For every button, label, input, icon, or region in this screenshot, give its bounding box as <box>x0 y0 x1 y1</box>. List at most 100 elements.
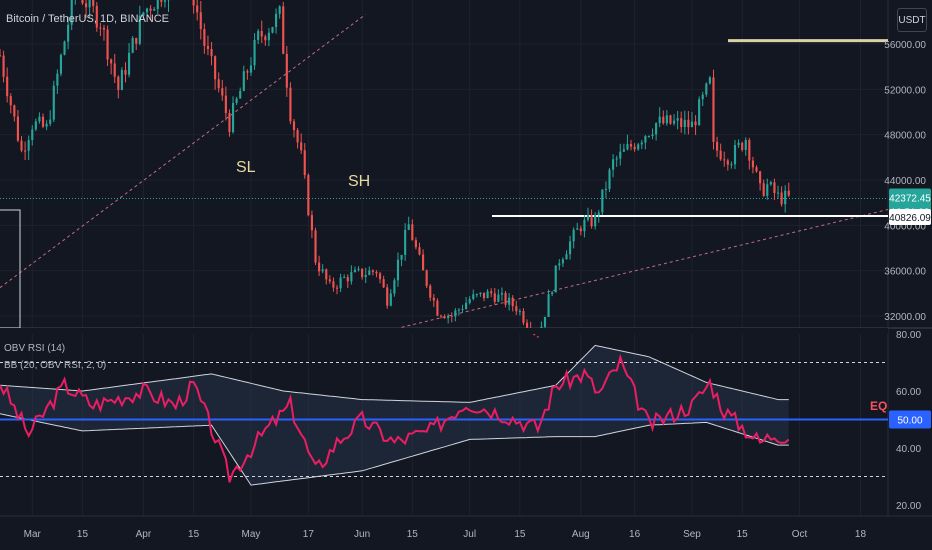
obv-rsi-line <box>0 353 790 483</box>
candle-body <box>289 87 292 122</box>
candle-body <box>95 5 98 28</box>
candle-body <box>500 292 504 295</box>
bb-lower-line <box>0 413 789 486</box>
candle-body <box>737 142 740 146</box>
candle-body <box>267 32 270 41</box>
candle-body <box>163 0 167 2</box>
candle-body <box>497 294 500 302</box>
time-tick-label: Aug <box>572 529 590 540</box>
candle-body <box>780 192 783 205</box>
candle-body <box>120 69 123 90</box>
candle-body <box>741 142 744 150</box>
candle-body <box>658 116 661 124</box>
candle-body <box>421 254 425 271</box>
candle-body <box>525 322 529 328</box>
candle-body <box>583 219 586 232</box>
candle-body <box>339 277 342 289</box>
price-tick-label: 48000.00 <box>884 131 926 142</box>
candle-body <box>102 27 106 30</box>
candle-body <box>59 54 63 74</box>
candle-body <box>350 272 353 282</box>
candle-body <box>787 190 790 196</box>
candle-body <box>235 98 238 103</box>
candle-body <box>307 175 310 216</box>
candle-body <box>719 150 722 160</box>
indicator-tick-label: 40.00 <box>896 444 921 455</box>
candle-body <box>439 315 443 317</box>
annotation-sl: SL <box>236 159 256 176</box>
candle-body <box>67 24 70 42</box>
candle-body <box>733 145 737 165</box>
candle-body <box>508 297 511 305</box>
candle-body <box>117 76 120 90</box>
candle-body <box>389 293 392 306</box>
candle-body <box>310 215 314 231</box>
candle-body <box>196 5 199 13</box>
candle-body <box>554 265 557 293</box>
candle-body <box>63 41 66 55</box>
candle-body <box>784 190 787 205</box>
candle-body <box>13 105 16 117</box>
candle-body <box>228 113 231 133</box>
candle-body <box>475 294 478 296</box>
candles-group <box>0 0 790 338</box>
candle-body <box>199 12 202 30</box>
candle-body <box>590 215 593 227</box>
candle-body <box>680 118 683 128</box>
candle-body <box>561 259 564 264</box>
candle-body <box>533 334 536 336</box>
candle-body <box>264 36 267 41</box>
price-tick-label: 32000.00 <box>884 312 926 323</box>
candle-body <box>217 79 220 89</box>
candle-body <box>246 71 249 73</box>
candle-body <box>486 291 489 299</box>
indicator-title[interactable]: OBV RSI (14) <box>4 343 66 354</box>
candle-body <box>382 279 385 288</box>
candle-body <box>755 167 758 172</box>
candle-body <box>156 0 159 9</box>
trendline-upper <box>0 14 366 289</box>
candle-body <box>296 130 299 143</box>
candle-body <box>637 144 640 150</box>
candle-body <box>214 56 217 80</box>
candle-body <box>579 228 582 232</box>
currency-button[interactable]: USDT <box>897 8 927 32</box>
candle-body <box>683 119 686 128</box>
candle-body <box>335 287 339 289</box>
candle-body <box>572 229 575 242</box>
candle-body <box>726 160 729 165</box>
candle-body <box>138 15 141 44</box>
candle-body <box>762 183 765 196</box>
candle-body <box>622 149 625 152</box>
candle-body <box>744 139 747 150</box>
candle-body <box>328 279 331 282</box>
candle-body <box>24 150 27 152</box>
candle-body <box>672 120 676 124</box>
bb-title[interactable]: BB (20, OBV RSI, 2, 0) <box>4 360 107 371</box>
candle-body <box>450 315 453 317</box>
candle-body <box>242 71 245 91</box>
candle-body <box>568 241 572 255</box>
candle-body <box>655 123 658 135</box>
candle-body <box>429 285 432 298</box>
time-tick-label: 15 <box>188 529 200 540</box>
candle-body <box>669 115 672 124</box>
candle-body <box>676 118 679 121</box>
candle-body <box>493 293 496 302</box>
eq-value-badge <box>889 410 931 429</box>
candle-body <box>257 30 260 40</box>
candle-body <box>303 150 306 176</box>
candle-body <box>615 158 618 160</box>
candle-body <box>773 182 776 194</box>
candle-body <box>662 116 665 124</box>
candle-body <box>472 294 475 300</box>
candle-body <box>443 316 446 319</box>
candle-body <box>694 121 697 126</box>
candle-body <box>278 6 281 14</box>
candle-body <box>231 102 235 133</box>
candle-body <box>149 8 152 11</box>
candle-body <box>314 230 317 263</box>
candle-body <box>723 159 726 161</box>
candle-body <box>206 45 210 50</box>
